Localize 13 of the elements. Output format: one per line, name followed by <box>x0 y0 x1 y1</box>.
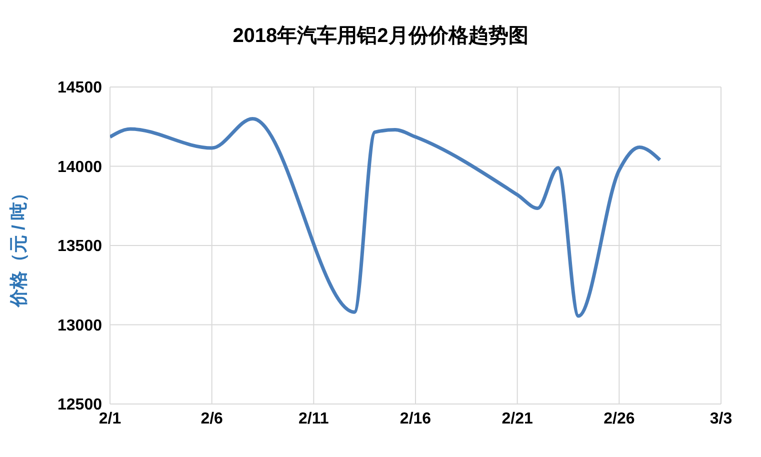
y-tick-label: 14500 <box>58 80 102 97</box>
chart-title: 2018年汽车用铝2月份价格趋势图 <box>232 24 530 49</box>
line-series <box>110 116 662 318</box>
y-tick-label: 13000 <box>58 317 102 334</box>
x-tick-label: 2/26 <box>604 410 635 428</box>
y-axis-title: 价格（元 / 吨） <box>8 184 28 308</box>
x-tick-label: 2/11 <box>298 410 329 428</box>
x-tick-label: 2/21 <box>502 410 534 428</box>
x-tick-label: 2/16 <box>400 410 432 428</box>
y-tick-label: 13500 <box>58 238 102 256</box>
x-tick-label: 2/6 <box>200 410 224 428</box>
x-tick-label: 3/3 <box>710 410 732 428</box>
y-tick-label: 14000 <box>58 158 102 176</box>
